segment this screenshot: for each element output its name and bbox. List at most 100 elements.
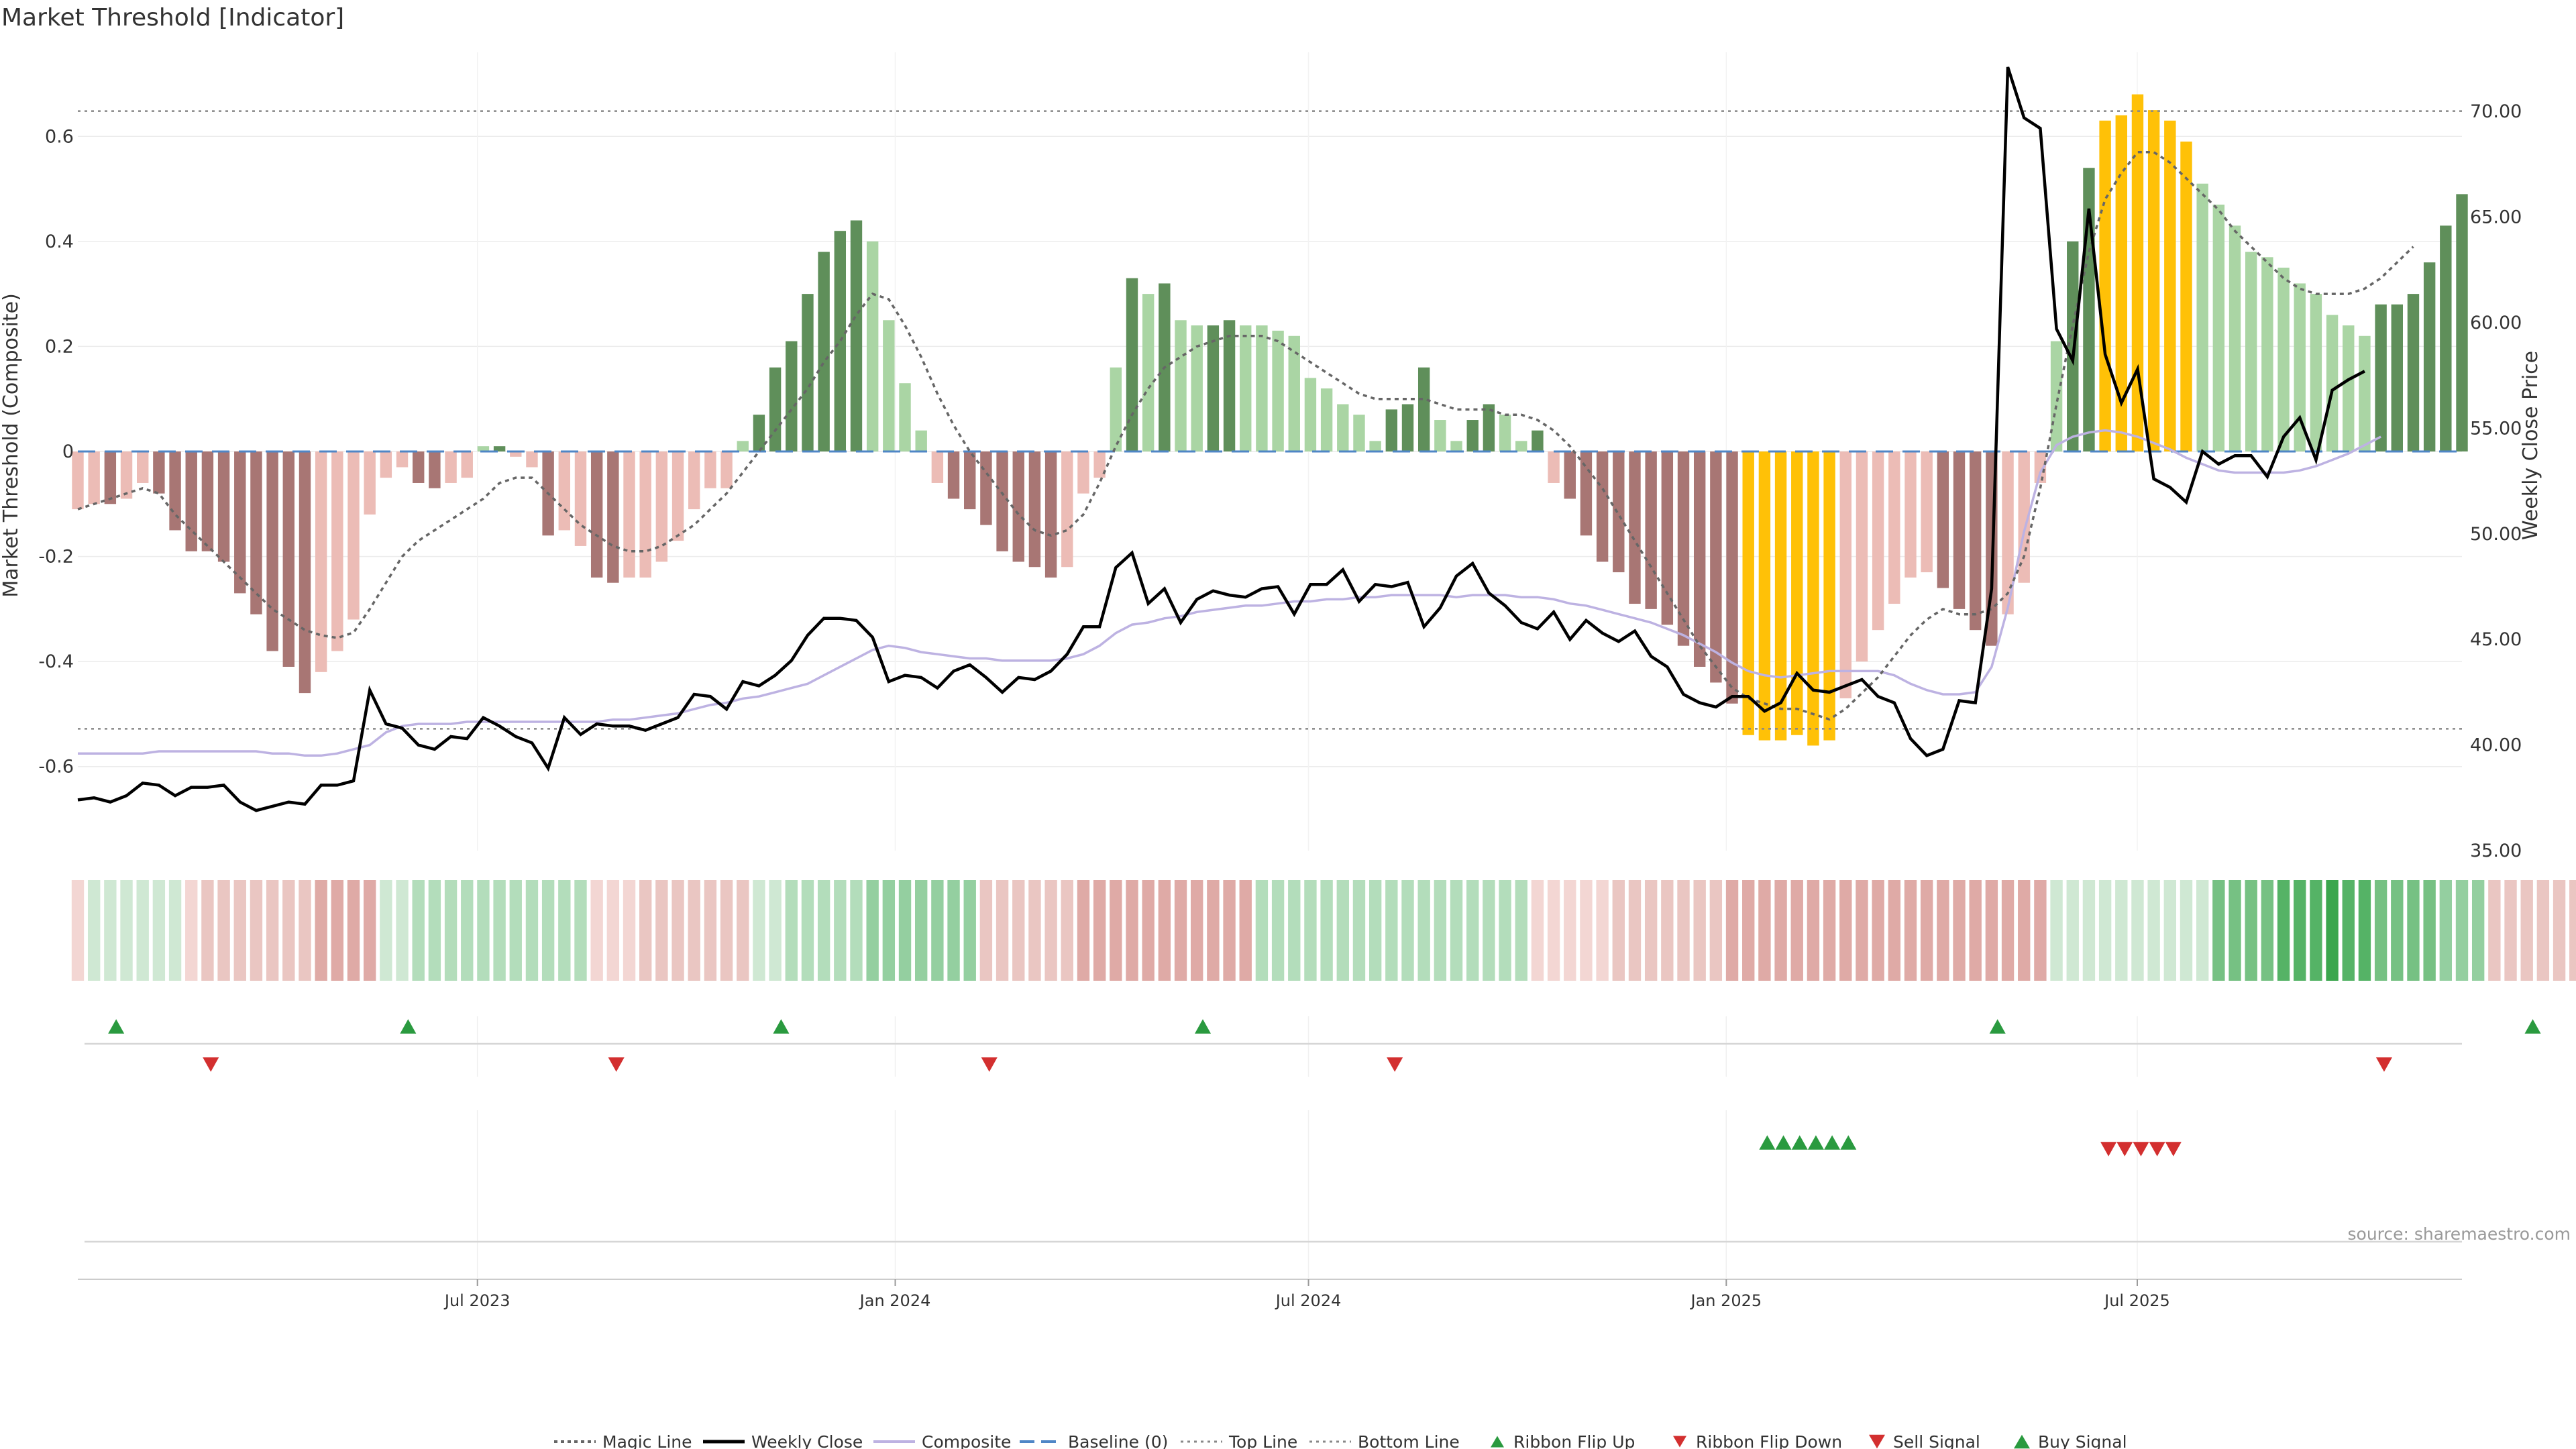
ribbon-cell (2229, 880, 2241, 981)
ribbon-cell (2504, 880, 2517, 981)
ribbon-cell (1969, 880, 1982, 981)
ribbon-cell (1028, 880, 1041, 981)
ribbon-cell (785, 880, 798, 981)
composite-bar (2034, 451, 2047, 483)
composite-bar (2131, 94, 2144, 451)
ribbon-cell (737, 880, 749, 981)
ribbon-cell (753, 880, 765, 981)
ribbon-cell (444, 880, 458, 981)
ribbon-cell (1693, 880, 1706, 981)
ribbon-cell (655, 880, 668, 981)
ribbon-cell (769, 880, 782, 981)
composite-bar (704, 451, 716, 488)
legend-swatch (1869, 1434, 1885, 1449)
ribbon-cell (380, 880, 392, 981)
y-axis-label-right: Weekly Close Price (2519, 351, 2542, 540)
composite-bar (413, 451, 425, 483)
ribbon-cell (574, 880, 587, 981)
ribbon-cell (1223, 880, 1236, 981)
composite-bar (1191, 325, 1203, 451)
composite-bar (2164, 120, 2176, 452)
ribbon-cell (1077, 880, 1090, 981)
ribbon-cell (477, 880, 490, 981)
composite-bar (1126, 278, 1138, 451)
ribbon-cell (1725, 880, 1739, 981)
ribbon-cell (2245, 880, 2257, 981)
composite-bar (153, 451, 165, 494)
composite-bars (72, 94, 2468, 746)
composite-bar (1417, 367, 1430, 451)
ribbon-cell (266, 880, 279, 981)
composite-bar (1288, 335, 1300, 451)
composite-bar (2375, 304, 2387, 451)
ribbon-cell (2261, 880, 2274, 981)
ribbon-cell (1872, 880, 1884, 981)
ribbon-flip-up-marker (108, 1019, 125, 1034)
ribbon-cell (1531, 880, 1544, 981)
composite-bar (1758, 451, 1771, 741)
composite-bar (574, 451, 587, 546)
ribbon-cell (1352, 880, 1366, 981)
x-tick-label: Jan 2024 (859, 1291, 931, 1310)
ribbon-cell (1483, 880, 1495, 981)
composite-bar (996, 451, 1008, 551)
composite-bar (1564, 451, 1576, 499)
composite-bar (1596, 451, 1609, 562)
buy-signal-marker (1807, 1135, 1824, 1150)
ribbon-cell (1807, 880, 1820, 981)
y-tick-label-right: 50.00 (2470, 524, 2522, 545)
composite-bar (1710, 451, 1722, 683)
composite-bar (1693, 451, 1706, 667)
composite-bar (1012, 451, 1024, 562)
ribbon-cell (1304, 880, 1317, 981)
legend-swatch (1491, 1436, 1504, 1448)
y-tick-label-right: 60.00 (2470, 313, 2522, 333)
composite-bar (1969, 451, 1982, 631)
buy-signal-marker (1840, 1135, 1857, 1150)
y-tick-label-left: 0.2 (45, 336, 74, 357)
legend-label: Magic Line (602, 1432, 692, 1449)
composite-bar (493, 446, 506, 451)
ribbon-flip-up-marker (2524, 1019, 2541, 1034)
ribbon-cell (71, 880, 85, 981)
ribbon-cell (363, 880, 376, 981)
ribbon-cell (233, 880, 246, 981)
ribbon-cell (2212, 880, 2225, 981)
ribbon-cell (1207, 880, 1220, 981)
composite-bar (1499, 415, 1511, 451)
composite-bar (2343, 325, 2355, 451)
ribbon-cell (2553, 880, 2566, 981)
composite-bar (1304, 378, 1317, 451)
ribbon-cell (1644, 880, 1658, 981)
composite-bar (947, 451, 960, 499)
ribbon-cell (2050, 880, 2063, 981)
composite-bar (72, 451, 84, 510)
composite-bar (88, 451, 100, 504)
legend-swatch (2014, 1434, 2030, 1449)
ribbon-cell (2374, 880, 2387, 981)
ribbon-cell (509, 880, 522, 981)
ribbon-cell (1953, 880, 1966, 981)
chart-title: Market Threshold [Indicator] (1, 4, 344, 32)
ribbon-cell (996, 880, 1009, 981)
ribbon-cell (1174, 880, 1187, 981)
composite-bar (1401, 404, 1414, 451)
ribbon-cell (1158, 880, 1171, 981)
ribbon-cell (1401, 880, 1414, 981)
ribbon-cell (201, 880, 214, 981)
composite-bar (720, 451, 733, 488)
ribbon-flip-down-marker (981, 1057, 998, 1072)
ribbon-cell (898, 880, 912, 981)
composite-bar (299, 451, 311, 694)
ribbon-cell (2407, 880, 2420, 981)
composite-bar (655, 451, 668, 562)
ribbon-cell (2277, 880, 2290, 981)
ribbon-cell (1628, 880, 1642, 981)
composite-bar (1791, 451, 1803, 735)
x-tick-label: Jul 2024 (1275, 1291, 1342, 1310)
composite-bar (639, 451, 651, 578)
ribbon-cell (979, 880, 993, 981)
ribbon-cell (1320, 880, 1333, 981)
composite-bar (1613, 451, 1625, 573)
